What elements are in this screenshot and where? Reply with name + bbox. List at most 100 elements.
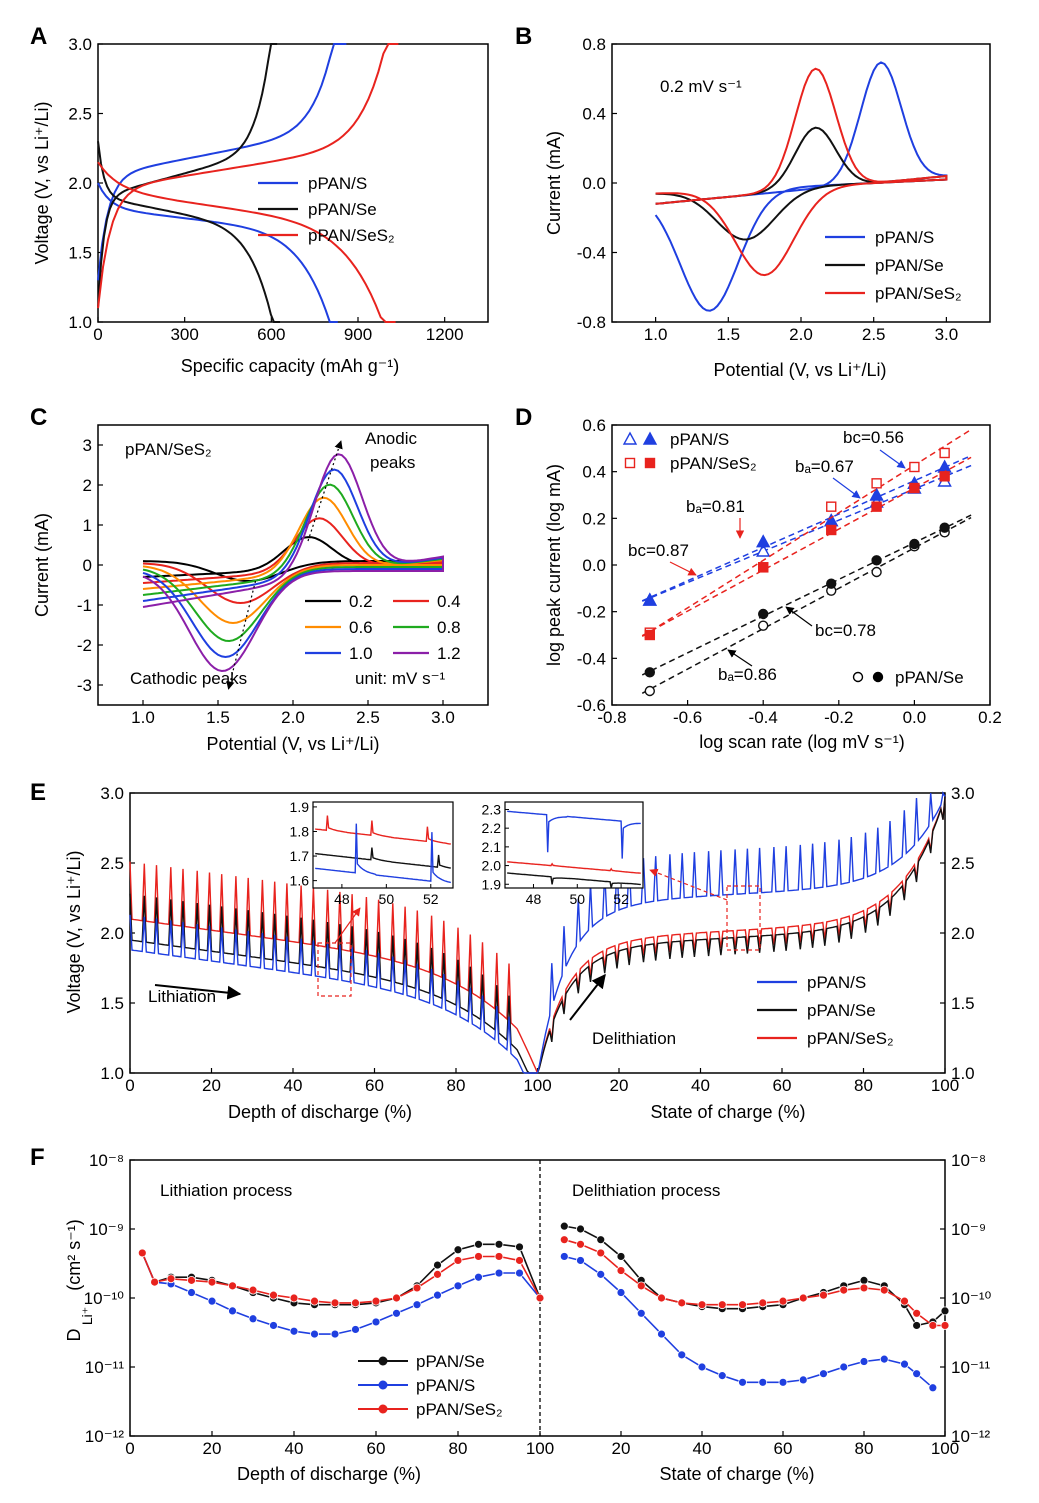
a-xlabel: Specific capacity (mAh g⁻¹)	[181, 356, 400, 376]
panel-d-y-label: 0.6	[582, 416, 606, 435]
panel-c-legend-entry: 0.8	[437, 618, 461, 637]
panel-f-point	[371, 1296, 381, 1306]
panel-f-point	[677, 1298, 687, 1308]
panel-e-y-label: 1.5	[100, 994, 124, 1013]
panel-a-legend-entry: pPAN/S	[308, 174, 367, 193]
panel-d-point	[642, 592, 657, 606]
panel-b-x-label: 1.5	[716, 325, 740, 344]
panel-b-x-label: 2.5	[862, 325, 886, 344]
panel-d-x-label: -0.6	[673, 708, 702, 727]
panel-d-legend-mark	[622, 431, 638, 445]
panel-e-inset-1-x-label: 52	[423, 891, 439, 907]
panel-a-y-label: 1.0	[68, 313, 92, 332]
panel-f-point	[879, 1354, 889, 1364]
c-title: pPAN/SeS₂	[125, 440, 212, 459]
panel-f-series-1-lith	[141, 1252, 541, 1335]
panel-f-point	[839, 1285, 849, 1295]
panel-c-y-label: 2	[83, 476, 92, 495]
panel-c-x-label: 3.0	[431, 708, 455, 727]
panel-f-point	[928, 1383, 938, 1393]
panel-f-point	[228, 1306, 237, 1316]
panel-f-point	[269, 1321, 278, 1330]
panel-c-legend-entry: 0.6	[349, 618, 373, 637]
panel-d-point	[644, 685, 655, 697]
panel-d-y-label: 0.2	[582, 509, 606, 528]
e-xlabel-1: Depth of discharge (%)	[228, 1102, 412, 1122]
panel-d-y-label: 0.4	[582, 463, 606, 482]
panel-f-point	[371, 1317, 381, 1327]
panel-d-point	[758, 608, 769, 620]
panel-a-x-label: 0	[93, 325, 102, 344]
panel-f-legend-mark	[378, 1380, 388, 1390]
panel-d-point	[826, 524, 837, 536]
panel-f-point	[758, 1298, 768, 1308]
panel-e-x-left-label: 20	[202, 1076, 221, 1095]
panel-d-point	[937, 459, 952, 473]
panel-f-x-left-label: 40	[285, 1439, 304, 1458]
panel-e-y-label: 3.0	[100, 784, 124, 803]
panel-d-ba-se: bₐ=0.86	[718, 665, 777, 684]
panel-e-charge-2	[536, 796, 946, 1074]
panel-f-point	[677, 1350, 687, 1360]
panel-d-legend-entry: pPAN/SeS₂	[670, 454, 757, 473]
c-xlabel: Potential (V, vs Li⁺/Li)	[207, 734, 380, 754]
panel-d-point	[871, 566, 882, 578]
c-cathodic: Cathodic peaks	[130, 669, 247, 688]
panel-f-point	[738, 1300, 747, 1310]
panel-f-point	[453, 1245, 463, 1255]
e-lithiation: Lithiation	[148, 987, 216, 1006]
panel-f-point	[351, 1298, 360, 1308]
panel-f-y-label: 10⁻¹⁰	[84, 1289, 125, 1308]
panel-e-inset-2-y-label: 2.1	[482, 839, 502, 855]
panel-f-x-left-label: 20	[203, 1439, 222, 1458]
panel-b-x-label: 1.0	[644, 325, 668, 344]
panel-d-y-label: -0.6	[577, 696, 606, 715]
panel-d-fit-3	[641, 456, 972, 637]
panel-b-cv-1	[655, 126, 948, 241]
panel-d-legend-mark	[852, 671, 864, 683]
panel-f-legend-entry: pPAN/S	[416, 1376, 475, 1395]
panel-e-x-left-label: 40	[284, 1076, 303, 1095]
panel-f-series-0-delith	[564, 1225, 946, 1327]
panel-e-x-right-label: 20	[610, 1076, 629, 1095]
panel-a-y-label: 2.5	[68, 105, 92, 124]
panel-f-point	[412, 1300, 422, 1310]
panel-f-point	[900, 1296, 909, 1306]
panel-label-e: E	[30, 779, 46, 806]
panel-d-y-label: -0.4	[577, 649, 606, 668]
panel-c-x-label: 1.0	[131, 708, 155, 727]
panel-e-x-left-label: 100	[523, 1076, 551, 1095]
panel-e-legend-entry: pPAN/S	[807, 973, 866, 992]
panel-d-arrow	[785, 606, 813, 627]
panel-f-point	[798, 1293, 808, 1303]
panel-c-y-label: -1	[77, 596, 92, 615]
panel-d-legend-mark	[642, 431, 658, 445]
panel-e-inset-2-x-label: 48	[526, 891, 542, 907]
panel-e-x-left-label: 60	[365, 1076, 384, 1095]
panel-c-y-label: 0	[83, 556, 92, 575]
panel-a-x-label: 300	[170, 325, 198, 344]
panel-c-legend-entry: 0.4	[437, 592, 461, 611]
panel-a-legend-entry: pPAN/Se	[308, 200, 377, 219]
panel-f-point	[494, 1239, 504, 1249]
panel-d-x-label: 0.0	[903, 708, 927, 727]
panel-c-x-label: 1.5	[206, 708, 230, 727]
panel-f-point	[330, 1298, 340, 1308]
panel-e-y-right-label: 2.0	[951, 924, 975, 943]
panel-f-y-right-label: 10⁻⁸	[951, 1151, 986, 1170]
panel-f-point	[859, 1275, 869, 1285]
panel-d-point	[644, 629, 655, 641]
panel-a-ses2-charge	[97, 43, 399, 309]
panel-b-y-label: 0.8	[582, 35, 606, 54]
panel-d-legend-entry: pPAN/S	[670, 430, 729, 449]
panel-e-charge-1	[536, 796, 946, 1074]
panel-e-discharge-2	[129, 861, 539, 1074]
panel-d-point	[871, 501, 882, 512]
b-ylabel: Current (mA)	[544, 131, 564, 235]
panel-a-x-label: 1200	[426, 325, 464, 344]
panel-d-legend-mark	[644, 457, 656, 469]
panel-d-point	[909, 482, 920, 494]
panel-f-point	[559, 1252, 569, 1261]
panel-f-point	[330, 1329, 340, 1339]
panel-e-x-right-label: 80	[854, 1076, 873, 1095]
